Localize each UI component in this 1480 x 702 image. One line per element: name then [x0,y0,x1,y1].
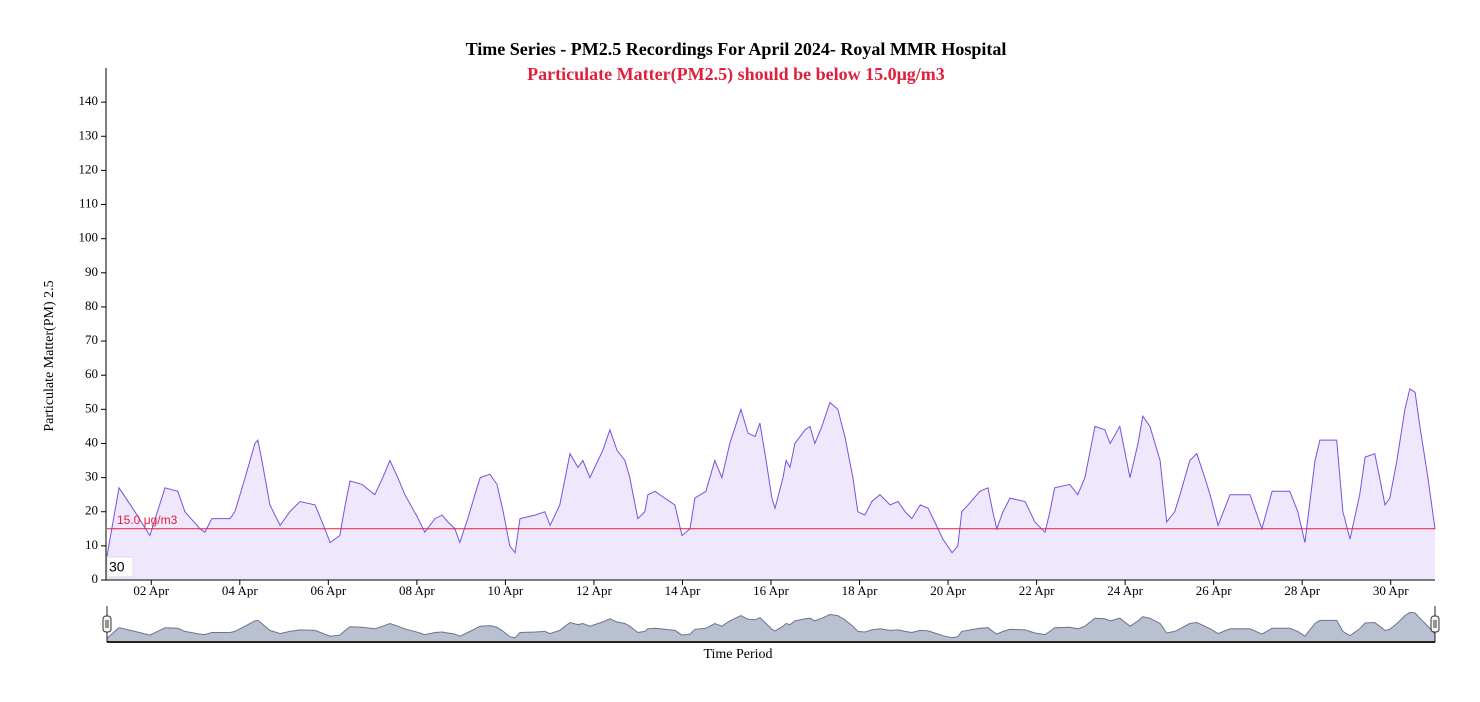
x-tick-label: 06 Apr [310,583,346,598]
navigator-area [106,611,1436,643]
chart-subtitle: Particulate Matter(PM2.5) should be belo… [527,64,945,85]
cursor-label: 30 [109,559,125,575]
threshold-label: 15.0 μg/m3 [117,513,178,527]
navigator-handle[interactable] [1430,615,1440,633]
y-tick-label: 60 [85,366,98,381]
x-tick-label: 24 Apr [1107,583,1143,598]
y-tick-label: 80 [85,298,98,313]
y-tick-label: 100 [79,230,99,245]
x-tick-label: 22 Apr [1019,583,1055,598]
x-tick-label: 30 Apr [1373,583,1409,598]
x-tick-label: 20 Apr [930,583,966,598]
x-tick-label: 16 Apr [753,583,789,598]
y-tick-label: 90 [85,264,98,279]
y-tick-label: 30 [85,469,98,484]
y-tick-label: 70 [85,332,98,347]
y-tick-label: 140 [79,93,99,108]
y-axis-label: Particulate Matter(PM) 2.5 [42,280,57,431]
x-tick-label: 10 Apr [488,583,524,598]
y-tick-label: 50 [85,400,98,415]
navigator-handle[interactable] [102,615,112,633]
x-tick-label: 28 Apr [1284,583,1320,598]
y-tick-label: 130 [79,127,99,142]
x-tick-label: 02 Apr [133,583,169,598]
y-tick-label: 120 [79,161,99,176]
cursor-label-box [106,556,134,578]
x-tick-label: 12 Apr [576,583,612,598]
y-tick-label: 110 [79,196,98,211]
x-tick-label: 14 Apr [665,583,701,598]
x-tick-label: 08 Apr [399,583,435,598]
y-tick-label: 0 [92,571,99,586]
x-tick-label: 18 Apr [842,583,878,598]
area-fill [107,388,1435,580]
series-line [106,388,1436,557]
x-tick-label: 26 Apr [1196,583,1232,598]
chart-title: Time Series - PM2.5 Recordings For April… [466,39,1007,59]
y-tick-label: 10 [85,537,98,552]
x-axis-label: Time Period [703,647,772,662]
x-tick-label: 04 Apr [222,583,258,598]
y-tick-label: 20 [85,503,98,518]
y-tick-label: 40 [85,434,98,449]
